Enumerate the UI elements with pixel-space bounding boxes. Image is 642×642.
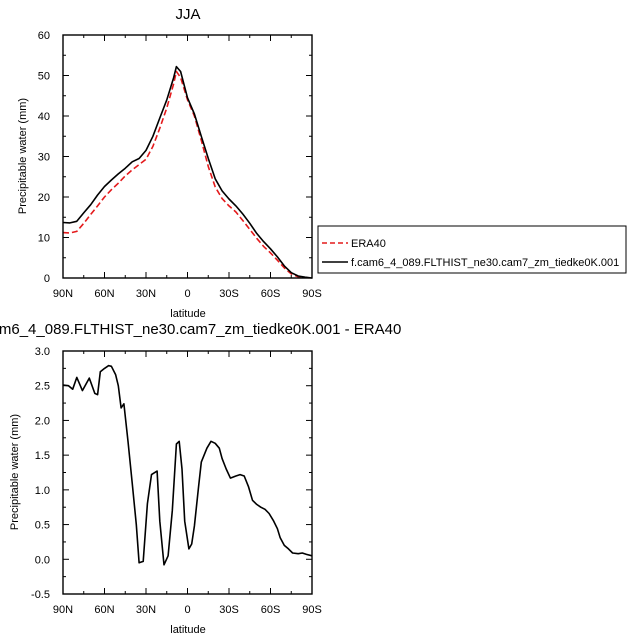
top-panel-x-tick-label: 0 (184, 288, 190, 300)
top-panel-y-tick-label: 30 (38, 152, 50, 164)
legend-box (317, 225, 627, 274)
top-panel: JJA 90N 60N 30N 0 30S 60S 90S 0 10 20 30 40 50 60 Pre… (17, 6, 322, 320)
top-panel-x-tick-label: 90N (53, 288, 73, 300)
bottom-panel-y-tick-label: 0.0 (35, 554, 50, 566)
top-panel-y-tick-label: 0 (44, 273, 50, 285)
top-panel-x-axis-label: latitude (170, 308, 205, 320)
top-panel-y-tick-label: 50 (38, 71, 50, 83)
bottom-panel-x-tick-label: 90S (302, 604, 322, 616)
top-panel-axes: 90N 60N 30N 0 30S 60S 90S 0 10 20 30 40 50 60 (38, 30, 322, 300)
top-panel-y-tick-label: 20 (38, 192, 50, 204)
top-panel-y-tick-label: 40 (38, 111, 50, 123)
legend-label-era40: ERA40 (351, 238, 386, 250)
bottom-panel-y-axis-label: Precipitable water (mm) (9, 414, 21, 530)
top-panel-x-tick-label: 30S (219, 288, 239, 300)
bottom-panel-frame (62, 350, 313, 595)
bottom-panel-x-axis-label: latitude (170, 624, 205, 636)
bottom-panel-title: f.cam6_4_089.FLTHIST_ne30.cam7_zm_tiedke… (0, 321, 401, 338)
bottom-panel-x-tick-label: 90N (53, 604, 73, 616)
bottom-panel-y-tick-label: 2.0 (35, 415, 50, 427)
legend-label-model: f.cam6_4_089.FLTHIST_ne30.cam7_zm_tiedke… (351, 257, 619, 269)
top-panel-x-tick-label: 30N (136, 288, 156, 300)
top-panel-series-line-0 (62, 70, 313, 279)
top-panel-frame (62, 34, 313, 279)
bottom-panel-series-line-0 (62, 364, 313, 566)
top-panel-series-line-1 (62, 65, 313, 279)
top-panel-y-axis-label: Precipitable water (mm) (17, 98, 29, 214)
bottom-panel-y-tick-label: 1.0 (35, 485, 50, 497)
bottom-panel-y-tick-label: 1.5 (35, 450, 50, 462)
top-panel-y-tick-label: 10 (38, 233, 50, 245)
top-panel-data (62, 65, 313, 279)
legend: ERA40 f.cam6_4_089.FLTHIST_ne30.cam7_zm_… (317, 225, 627, 274)
bottom-panel-x-tick-label: 60N (94, 604, 114, 616)
bottom-panel-y-tick-label: -0.5 (31, 589, 50, 601)
top-panel-y-tick-label: 60 (38, 30, 50, 42)
top-panel-x-tick-label: 60S (261, 288, 281, 300)
bottom-panel-x-tick-label: 60S (261, 604, 281, 616)
bottom-panel-axes: 90N 60N 30N 0 30S 60S 90S -0.5 0.0 0.5 1.0 1.5 2.0 2.… (31, 346, 322, 616)
bottom-panel-y-tick-label: 2.5 (35, 381, 50, 393)
bottom-panel-x-tick-label: 0 (184, 604, 190, 616)
bottom-panel-x-tick-label: 30N (136, 604, 156, 616)
top-panel-title: JJA (175, 6, 200, 23)
top-panel-x-tick-label: 90S (302, 288, 322, 300)
bottom-panel-data (62, 364, 313, 566)
bottom-panel: f.cam6_4_089.FLTHIST_ne30.cam7_zm_tiedke… (0, 321, 401, 636)
bottom-panel-y-tick-label: 3.0 (35, 346, 50, 358)
bottom-panel-x-tick-label: 30S (219, 604, 239, 616)
top-panel-x-tick-label: 60N (94, 288, 114, 300)
bottom-panel-y-tick-label: 0.5 (35, 520, 50, 532)
